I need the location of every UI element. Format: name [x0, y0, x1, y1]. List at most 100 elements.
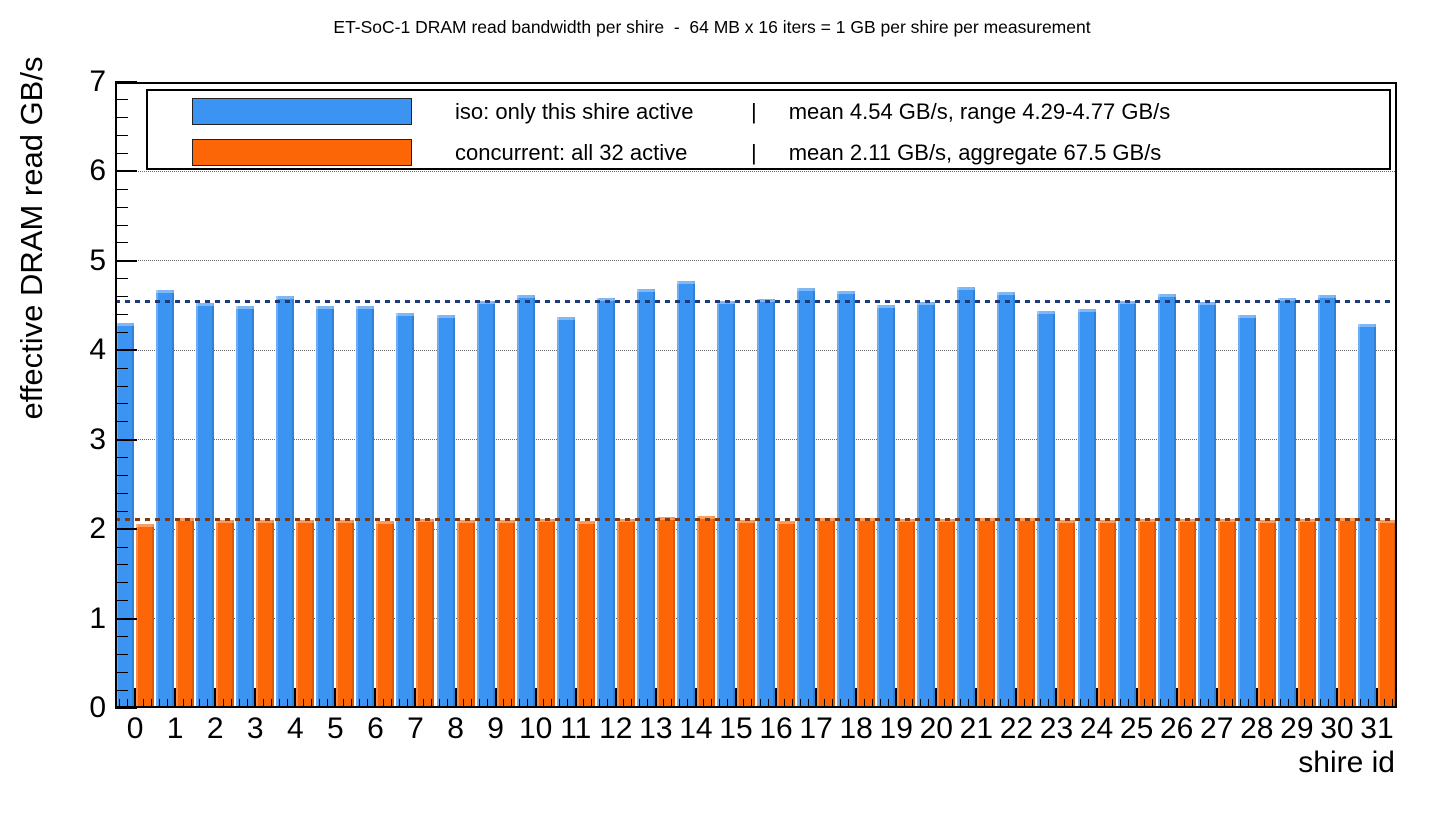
x-tick-minor — [623, 699, 625, 708]
bar-iso-shire-13 — [636, 289, 655, 708]
x-tick-major — [1095, 688, 1098, 708]
y-tick-label: 0 — [89, 691, 106, 724]
y-tick-minor — [115, 600, 128, 602]
y-tick-minor — [115, 492, 128, 494]
bar-iso-shire-29 — [1277, 297, 1296, 708]
y-tick-minor — [115, 153, 128, 155]
bar-concurrent-shire-12 — [616, 519, 635, 708]
y-tick-minor — [115, 653, 128, 655]
x-tick-minor — [1007, 699, 1009, 708]
x-tick-minor — [1208, 699, 1210, 708]
x-tick-minor — [639, 699, 641, 708]
x-tick-minor — [1128, 699, 1130, 708]
bar-concurrent-shire-28 — [1257, 520, 1276, 708]
x-tick-minor — [1384, 699, 1386, 708]
x-tick-minor — [967, 699, 969, 708]
x-tick-minor — [166, 699, 168, 708]
x-tick-minor — [783, 699, 785, 708]
bar-iso-shire-12 — [596, 297, 615, 708]
x-tick-major — [1375, 688, 1378, 708]
x-tick-major — [1295, 688, 1298, 708]
x-tick-minor — [1184, 699, 1186, 708]
x-tick-minor — [983, 699, 985, 708]
bar-concurrent-shire-5 — [336, 520, 355, 708]
x-tick-minor — [479, 699, 481, 708]
x-tick-minor — [1272, 699, 1274, 708]
x-tick-minor — [1344, 699, 1346, 708]
bar-iso-shire-3 — [236, 306, 255, 708]
bar-iso-shire-22 — [997, 292, 1016, 708]
x-tick-minor — [198, 699, 200, 708]
bar-iso-shire-7 — [396, 312, 415, 708]
y-tick-minor — [115, 99, 128, 101]
x-tick-minor — [1248, 699, 1250, 708]
x-tick-minor — [959, 699, 961, 708]
x-tick-major — [1215, 688, 1218, 708]
x-tick-minor — [262, 699, 264, 708]
y-tick-minor — [115, 278, 128, 280]
x-tick-minor — [647, 699, 649, 708]
x-tick-minor — [350, 699, 352, 708]
bar-iso-shire-28 — [1237, 315, 1256, 708]
y-tick-minor — [115, 671, 128, 673]
x-tick-minor — [1288, 699, 1290, 708]
bar-iso-shire-15 — [716, 301, 735, 708]
bar-concurrent-shire-27 — [1217, 519, 1236, 708]
x-tick-minor — [246, 699, 248, 708]
x-tick-minor — [759, 699, 761, 708]
x-tick-major — [214, 688, 217, 708]
x-tick-label: 10 — [518, 712, 553, 745]
bar-concurrent-shire-0 — [136, 523, 155, 708]
x-tick-label: 4 — [286, 712, 304, 745]
x-tick-minor — [863, 699, 865, 708]
chart-title: ET-SoC-1 DRAM read bandwidth per shire -… — [333, 17, 1091, 37]
x-tick-minor — [1047, 699, 1049, 708]
x-tick-major — [734, 688, 737, 708]
y-tick-minor — [115, 331, 128, 333]
x-tick-minor — [1039, 699, 1041, 708]
x-tick-minor — [847, 699, 849, 708]
x-tick-minor — [679, 699, 681, 708]
x-tick-minor — [118, 699, 120, 708]
x-tick-label: 23 — [1039, 712, 1074, 745]
x-tick-label: 6 — [367, 712, 384, 745]
x-tick-minor — [1104, 699, 1106, 708]
bar-concurrent-shire-14 — [696, 515, 715, 708]
x-tick-minor — [991, 699, 993, 708]
x-tick-label: 3 — [246, 712, 264, 745]
x-tick-minor — [519, 699, 521, 708]
x-tick-minor — [543, 699, 545, 708]
x-tick-label: 13 — [639, 712, 673, 745]
x-tick-minor — [1304, 699, 1306, 708]
bar-concurrent-shire-21 — [977, 517, 996, 708]
x-tick-minor — [439, 699, 440, 708]
bar-iso-shire-25 — [1117, 301, 1136, 708]
x-tick-minor — [1232, 699, 1234, 708]
x-tick-label: 15 — [719, 712, 753, 745]
x-tick-minor — [599, 699, 601, 708]
x-tick-major — [574, 688, 577, 708]
x-tick-minor — [230, 699, 232, 708]
x-tick-label: 5 — [327, 712, 344, 745]
x-tick-minor — [919, 699, 921, 708]
x-tick-minor — [1328, 699, 1330, 708]
x-tick-major — [134, 688, 137, 708]
y-tick-label: 1 — [89, 601, 106, 635]
x-tick-minor — [1112, 699, 1114, 708]
y-tick-major — [115, 707, 137, 709]
x-tick-minor — [342, 699, 344, 708]
x-tick-major — [1255, 688, 1258, 708]
x-tick-major — [294, 688, 297, 708]
x-tick-minor — [703, 699, 705, 708]
x-tick-minor — [447, 699, 449, 708]
x-tick-major — [374, 688, 377, 708]
legend-label-concurrent: concurrent: all 32 active — [455, 140, 688, 165]
x-tick-minor — [799, 699, 801, 708]
x-tick-label: 28 — [1240, 712, 1274, 745]
x-tick-minor — [711, 699, 713, 708]
x-tick-minor — [999, 699, 1001, 708]
bar-iso-shire-2 — [196, 302, 215, 708]
y-tick-minor — [115, 421, 128, 423]
x-tick-label: 26 — [1159, 712, 1194, 745]
bar-iso-shire-19 — [877, 304, 896, 708]
